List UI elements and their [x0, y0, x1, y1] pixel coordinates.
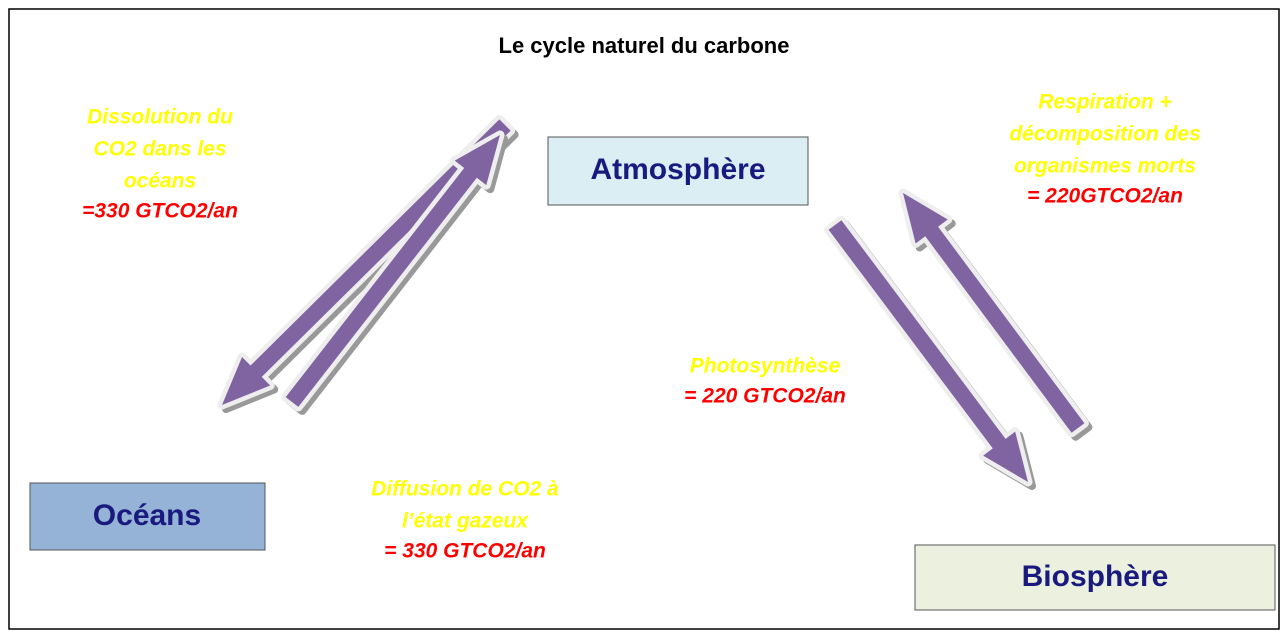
flow-amount: = 330 GTCO2/an: [384, 540, 546, 563]
flow-label: Dissolution du: [87, 106, 233, 129]
flow-label: Photosynthèse: [690, 355, 841, 378]
arrow: [285, 135, 500, 407]
flow-label: CO2 dans les: [93, 138, 226, 161]
flow-label: Respiration +: [1038, 91, 1172, 114]
oceans-box: [29, 482, 266, 551]
biosphere-box: [914, 544, 1276, 611]
flow-label: Diffusion de CO2 à: [371, 478, 559, 501]
atmosphere-box: [547, 136, 809, 206]
arrow: [903, 193, 1085, 433]
title: Le cycle naturel du carbone: [499, 33, 790, 58]
flow-amount: = 220GTCO2/an: [1027, 185, 1183, 208]
flow-label: décomposition des: [1009, 123, 1200, 146]
arrows: [217, 114, 1093, 490]
arrow: [222, 119, 511, 405]
node-label: Océans: [93, 499, 201, 532]
flow-label: l’état gazeux: [402, 510, 529, 533]
node-label: Atmosphère: [590, 153, 765, 186]
flow-label: organismes morts: [1014, 155, 1196, 178]
flow-label: océans: [124, 170, 196, 193]
flow-amount: =330 GTCO2/an: [82, 200, 238, 223]
arrow: [828, 220, 1028, 482]
node-label: Biosphère: [1022, 560, 1169, 593]
flow-amount: = 220 GTCO2/an: [684, 385, 846, 408]
